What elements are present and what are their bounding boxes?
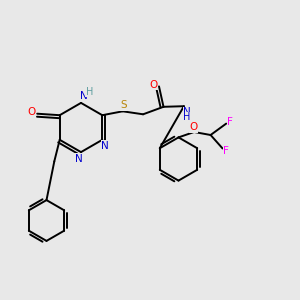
Text: N: N bbox=[183, 107, 191, 117]
Text: S: S bbox=[120, 100, 127, 110]
Text: F: F bbox=[227, 117, 233, 127]
Text: O: O bbox=[149, 80, 158, 90]
Text: N: N bbox=[75, 154, 83, 164]
Text: F: F bbox=[223, 146, 229, 156]
Text: N: N bbox=[101, 141, 109, 151]
Text: H: H bbox=[183, 112, 190, 122]
Text: O: O bbox=[27, 107, 35, 117]
Text: H: H bbox=[86, 86, 93, 97]
Text: O: O bbox=[189, 122, 198, 132]
Text: N: N bbox=[80, 91, 87, 101]
